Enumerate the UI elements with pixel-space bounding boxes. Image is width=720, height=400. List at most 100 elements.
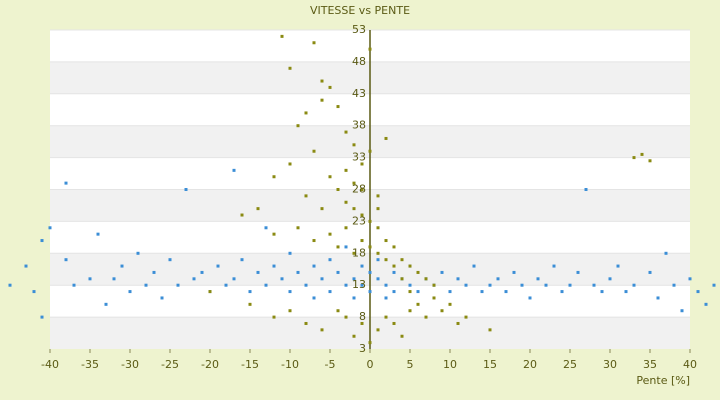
- point: [152, 270, 156, 274]
- point: [320, 277, 324, 281]
- point: [320, 79, 324, 83]
- point: [352, 296, 356, 300]
- point: [448, 302, 452, 306]
- point: [344, 200, 348, 204]
- x-tick-label: -15: [241, 358, 259, 371]
- point: [576, 270, 580, 274]
- point: [256, 270, 260, 274]
- point: [504, 290, 508, 294]
- y-tick-label: 38: [352, 119, 366, 132]
- point: [368, 245, 372, 249]
- point: [240, 258, 244, 262]
- point: [192, 277, 196, 281]
- point: [392, 321, 396, 325]
- point: [352, 251, 356, 255]
- point: [344, 130, 348, 134]
- point: [584, 188, 588, 191]
- x-tick-label: 30: [603, 358, 617, 371]
- point: [656, 296, 660, 300]
- point: [704, 302, 708, 306]
- point: [368, 149, 372, 153]
- x-tick-label: 40: [683, 358, 697, 371]
- point: [480, 290, 484, 294]
- point: [40, 315, 44, 319]
- point: [352, 334, 356, 338]
- point: [392, 245, 396, 249]
- x-tick-label: -10: [281, 358, 299, 371]
- point: [72, 283, 76, 287]
- point: [384, 283, 388, 287]
- point: [104, 302, 108, 306]
- point: [320, 207, 324, 211]
- point: [392, 290, 396, 294]
- point: [416, 270, 420, 274]
- point: [352, 181, 356, 185]
- point: [408, 290, 412, 294]
- point: [272, 232, 276, 236]
- point: [384, 296, 388, 300]
- point: [288, 66, 292, 70]
- point: [376, 328, 380, 332]
- point: [184, 188, 188, 191]
- point: [592, 283, 596, 287]
- point: [376, 194, 380, 198]
- y-tick-label: 53: [352, 23, 366, 36]
- point: [552, 264, 556, 268]
- point: [304, 111, 308, 115]
- point: [360, 283, 364, 287]
- x-tick-label: -40: [41, 358, 59, 371]
- point: [416, 290, 420, 294]
- point: [432, 296, 436, 300]
- point: [400, 258, 404, 262]
- point: [264, 283, 268, 287]
- point: [88, 277, 92, 281]
- point: [336, 270, 340, 274]
- point: [536, 277, 540, 281]
- point: [360, 321, 364, 325]
- point: [616, 264, 620, 268]
- x-tick-label: -20: [201, 358, 219, 371]
- point: [272, 175, 276, 179]
- point: [136, 251, 140, 255]
- point: [320, 328, 324, 332]
- point: [376, 226, 380, 230]
- point: [336, 245, 340, 249]
- point: [296, 226, 300, 230]
- point: [360, 162, 364, 166]
- x-axis-label: Pente [%]: [636, 374, 690, 387]
- point: [424, 277, 428, 281]
- point: [712, 283, 716, 287]
- x-tick-label: -25: [161, 358, 179, 371]
- point: [360, 213, 364, 217]
- x-tick-label: 0: [367, 358, 374, 371]
- point: [48, 226, 52, 230]
- point: [320, 98, 324, 102]
- point: [464, 283, 468, 287]
- point: [464, 315, 468, 319]
- point: [384, 136, 388, 140]
- point: [40, 239, 44, 243]
- point: [600, 290, 604, 294]
- point: [408, 283, 412, 287]
- point: [120, 264, 124, 268]
- point: [168, 258, 172, 262]
- point: [648, 270, 652, 274]
- point: [272, 315, 276, 319]
- point: [368, 290, 372, 294]
- point: [688, 277, 692, 281]
- point: [288, 290, 292, 294]
- point: [200, 270, 204, 274]
- point: [280, 34, 284, 38]
- point: [408, 264, 412, 268]
- point: [368, 341, 372, 345]
- point: [400, 334, 404, 338]
- x-tick-label: -5: [325, 358, 336, 371]
- point: [632, 156, 636, 160]
- point: [304, 321, 308, 325]
- point: [232, 168, 236, 172]
- point: [376, 258, 380, 262]
- point: [632, 283, 636, 287]
- point: [232, 277, 236, 281]
- point: [648, 159, 652, 163]
- point: [256, 207, 260, 211]
